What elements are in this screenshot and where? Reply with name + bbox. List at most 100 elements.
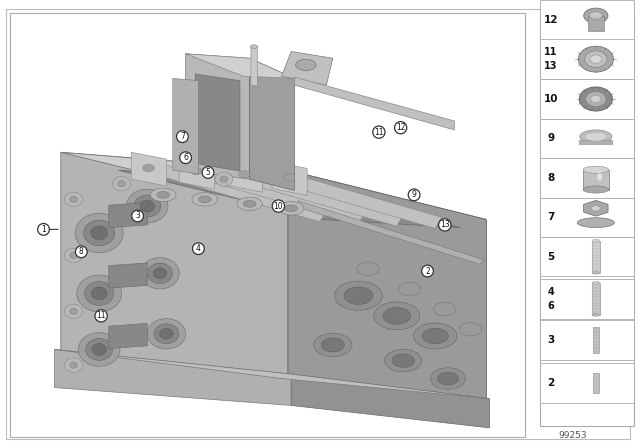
Ellipse shape [357,262,380,276]
Ellipse shape [237,197,262,211]
Polygon shape [584,200,608,216]
Polygon shape [579,140,612,144]
Text: 11: 11 [374,128,383,137]
Ellipse shape [76,213,123,253]
Ellipse shape [578,46,613,72]
Ellipse shape [591,206,600,211]
Ellipse shape [79,332,120,366]
Ellipse shape [84,281,114,306]
Ellipse shape [285,205,298,212]
Polygon shape [186,54,250,179]
Ellipse shape [70,252,77,258]
Ellipse shape [321,338,344,352]
Text: 8: 8 [547,173,555,183]
Ellipse shape [591,95,601,103]
Ellipse shape [65,248,83,263]
Text: 11: 11 [97,311,106,320]
Polygon shape [250,58,294,190]
Ellipse shape [335,281,383,310]
Ellipse shape [430,368,466,389]
Ellipse shape [243,201,256,207]
Bar [540,119,634,158]
Polygon shape [131,152,166,186]
Ellipse shape [192,193,218,206]
Ellipse shape [583,166,609,173]
Ellipse shape [154,268,167,279]
Ellipse shape [70,196,77,202]
Polygon shape [173,78,198,174]
Ellipse shape [296,59,316,71]
Ellipse shape [413,323,457,349]
Polygon shape [593,327,599,353]
Polygon shape [282,52,333,85]
Ellipse shape [584,8,608,23]
Text: 5: 5 [205,168,211,177]
Text: 11: 11 [544,47,558,57]
Polygon shape [294,77,454,130]
Text: 4: 4 [548,287,554,297]
Ellipse shape [592,314,600,316]
Ellipse shape [584,132,607,141]
Ellipse shape [398,282,421,296]
Ellipse shape [597,173,602,181]
Ellipse shape [583,186,609,193]
Ellipse shape [70,362,77,368]
Text: 6: 6 [548,301,554,311]
Polygon shape [179,155,214,189]
Ellipse shape [118,181,125,187]
Ellipse shape [592,281,600,284]
Text: 2: 2 [425,267,430,276]
Text: 13: 13 [440,220,450,229]
Ellipse shape [314,333,352,357]
Polygon shape [583,170,609,190]
Bar [540,363,634,403]
Text: 8: 8 [79,247,84,256]
Ellipse shape [127,189,168,223]
Polygon shape [147,161,326,222]
Polygon shape [61,152,486,220]
Ellipse shape [392,354,414,367]
Polygon shape [54,349,490,399]
Ellipse shape [198,196,211,203]
Ellipse shape [250,45,258,48]
Ellipse shape [65,358,83,372]
Polygon shape [186,164,365,224]
Text: 4: 4 [196,244,201,253]
Ellipse shape [590,55,602,63]
Text: 99253: 99253 [559,431,587,440]
Polygon shape [588,16,604,31]
Ellipse shape [150,188,176,202]
Ellipse shape [141,258,179,289]
Ellipse shape [160,328,173,339]
Ellipse shape [84,220,115,246]
Ellipse shape [460,323,481,336]
Ellipse shape [70,308,77,314]
Polygon shape [227,159,262,192]
Polygon shape [272,162,307,195]
Bar [540,79,634,119]
Text: 5: 5 [547,252,555,262]
Polygon shape [109,323,147,349]
Ellipse shape [157,192,170,198]
Polygon shape [195,74,240,171]
Ellipse shape [77,275,122,312]
Ellipse shape [143,164,154,172]
Text: 10: 10 [273,202,284,211]
Polygon shape [118,170,461,228]
Polygon shape [592,283,600,315]
Ellipse shape [220,176,228,182]
Text: 6: 6 [183,153,188,162]
Ellipse shape [586,91,606,107]
Ellipse shape [577,218,614,228]
Text: 10: 10 [544,94,558,104]
Ellipse shape [92,287,107,300]
Ellipse shape [91,226,108,240]
Polygon shape [54,349,291,405]
Ellipse shape [191,168,202,175]
Text: 12: 12 [544,15,558,25]
Polygon shape [61,152,288,379]
Bar [10,13,525,437]
Ellipse shape [113,177,131,191]
Polygon shape [294,201,484,264]
Ellipse shape [579,87,612,111]
